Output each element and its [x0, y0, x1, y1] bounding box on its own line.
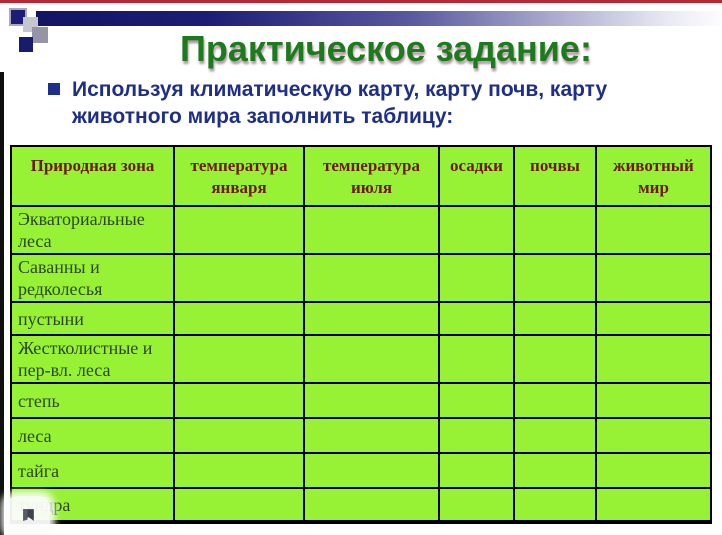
zone-label: тайга: [10, 452, 175, 489]
table-row: Саванны и редколесья: [10, 253, 712, 303]
table-header-row: Природная зона температура января темпер…: [10, 145, 712, 207]
col-header-fauna: животный мир: [595, 145, 712, 207]
empty-cell: [173, 452, 305, 489]
empty-cell: [173, 334, 305, 384]
empty-cell: [595, 417, 712, 454]
empty-cell: [438, 487, 515, 524]
slide-title: Практическое задание:: [180, 28, 592, 69]
empty-cell: [513, 334, 597, 384]
empty-cell: [438, 301, 515, 336]
empty-cell: [438, 382, 515, 419]
empty-cell: [513, 417, 597, 454]
empty-cell: [438, 452, 515, 489]
watermark: [6, 496, 50, 535]
empty-cell: [438, 253, 515, 303]
table-row: Жестколистные и пер-вл. леса: [10, 334, 712, 384]
col-header-temp-january: температура января: [173, 145, 305, 207]
empty-cell: [303, 452, 440, 489]
empty-cell: [303, 382, 440, 419]
empty-cell: [303, 487, 440, 524]
col-header-temp-july: температура июля: [303, 145, 440, 207]
empty-cell: [595, 382, 712, 419]
col-header-precipitation: осадки: [438, 145, 515, 207]
empty-cell: [513, 301, 597, 336]
empty-cell: [303, 205, 440, 255]
empty-cell: [438, 205, 515, 255]
zone-label: Экваториальные леса: [10, 205, 175, 255]
empty-cell: [595, 334, 712, 384]
deco-square-navy: [19, 37, 33, 52]
empty-cell: [173, 205, 305, 255]
empty-cell: [173, 253, 305, 303]
empty-cell: [513, 487, 597, 524]
empty-cell: [173, 301, 305, 336]
table-row: тайга: [10, 452, 712, 489]
empty-cell: [595, 452, 712, 489]
empty-cell: [303, 417, 440, 454]
deco-square-gray: [32, 27, 48, 43]
col-header-zone: Природная зона: [10, 145, 175, 207]
zone-label: Жестколистные и пер-вл. леса: [10, 334, 175, 384]
empty-cell: [595, 253, 712, 303]
left-edge-strip: [0, 72, 4, 535]
empty-cell: [173, 487, 305, 524]
table-row: Экваториальные леса: [10, 205, 712, 255]
table-row: степь: [10, 382, 712, 419]
bullet-text: Используя климатическую карту, карту поч…: [72, 78, 608, 128]
top-red-line: [0, 0, 722, 3]
empty-cell: [303, 253, 440, 303]
col-header-soils: почвы: [513, 145, 597, 207]
empty-cell: [303, 301, 440, 336]
watermark-icon: [22, 509, 34, 521]
empty-cell: [513, 205, 597, 255]
empty-cell: [513, 253, 597, 303]
zone-label: леса: [10, 417, 175, 454]
square-bullet-icon: [48, 83, 60, 95]
empty-cell: [595, 301, 712, 336]
empty-cell: [513, 382, 597, 419]
nature-zones-table: Природная зона температура января темпер…: [10, 145, 712, 524]
empty-cell: [438, 417, 515, 454]
table-row: леса: [10, 417, 712, 454]
empty-cell: [303, 334, 440, 384]
table-row: тундра: [10, 487, 712, 524]
empty-cell: [595, 487, 712, 524]
zone-label: пустыни: [10, 301, 175, 336]
bullet-item: Используя климатическую карту, карту поч…: [48, 76, 708, 130]
empty-cell: [595, 205, 712, 255]
empty-cell: [173, 382, 305, 419]
title-accent-bar: [36, 11, 722, 26]
zone-label: Саванны и редколесья: [10, 253, 175, 303]
empty-cell: [438, 334, 515, 384]
empty-cell: [173, 417, 305, 454]
zone-label: степь: [10, 382, 175, 419]
table-row: пустыни: [10, 301, 712, 336]
empty-cell: [513, 452, 597, 489]
